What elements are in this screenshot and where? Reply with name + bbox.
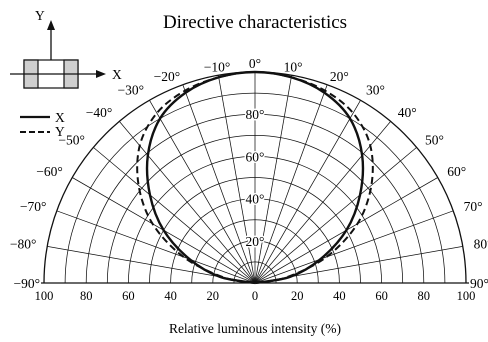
grid-spoke-30: [254, 100, 361, 284]
angle-tick-label: 80°: [474, 236, 488, 251]
legend: X Y: [20, 110, 65, 139]
inset-x-arrow: [96, 70, 106, 78]
angle-tick-label: 90°: [470, 276, 488, 291]
angle-tick-label: −60°: [36, 164, 63, 179]
x-tick-label: 20: [207, 289, 220, 303]
radial-tick-label: 60°: [246, 149, 265, 164]
x-tick-label: 40: [333, 289, 346, 303]
grid-spoke-40: [254, 121, 391, 284]
grid-spoke--40: [119, 121, 256, 284]
x-axis-title: Relative luminous intensity (%): [169, 321, 341, 336]
x-tick-label: 0: [252, 289, 258, 303]
angle-tick-label: −70°: [20, 199, 47, 214]
angle-tick-label: −90°: [13, 276, 40, 291]
x-tick-label: 80: [80, 289, 93, 303]
grid-spoke-10: [254, 75, 293, 284]
radial-tick-label: 80°: [246, 107, 265, 122]
intensity-curves: [136, 70, 374, 285]
grid-spoke--10: [217, 75, 256, 284]
series-curve-y: [136, 70, 374, 284]
angle-tick-label: −20°: [154, 69, 181, 84]
x-tick-label: 60: [122, 289, 135, 303]
angle-tick-label: 50°: [425, 132, 444, 147]
angle-tick-label: −40°: [86, 105, 113, 120]
angle-tick-label: 40°: [398, 105, 417, 120]
angle-tick-label: −10°: [204, 59, 231, 74]
grid-spoke-50: [254, 147, 417, 284]
x-tick-label: 20: [291, 289, 304, 303]
legend-label-y: Y: [55, 124, 65, 139]
grid-spoke--70: [56, 210, 256, 284]
x-tick-label: 80: [418, 289, 431, 303]
orientation-inset: Y X: [10, 8, 122, 89]
angle-tick-label: −80°: [10, 236, 37, 251]
angle-tick-label: 20°: [330, 69, 349, 84]
angle-tick-label: −30°: [117, 83, 144, 98]
inset-x-label: X: [112, 67, 122, 82]
x-tick-label: 100: [457, 289, 476, 303]
grid-spoke--50: [93, 147, 256, 284]
x-tick-label: 40: [164, 289, 177, 303]
grid-spoke--20: [182, 84, 256, 284]
x-tick-label: 60: [375, 289, 388, 303]
grid-spoke--30: [149, 100, 256, 284]
angle-tick-label: 70°: [464, 199, 483, 214]
legend-label-x: X: [55, 110, 65, 125]
angle-tick-label: 0°: [249, 56, 261, 71]
tick-labels: −90° −80° −70° −60° −50°−40° −30° −20° −10° 0° 10…: [10, 56, 488, 303]
radial-tick-label: 20°: [246, 234, 265, 249]
grid-spoke-20: [254, 84, 328, 284]
series-curve-x: [145, 70, 365, 285]
angle-tick-label: 10°: [284, 59, 303, 74]
inset-y-label: Y: [35, 8, 45, 23]
radial-tick-label: 40°: [246, 192, 265, 207]
angle-tick-label: 30°: [366, 83, 385, 98]
polar-grid: [41, 71, 469, 284]
x-tick-label: 100: [35, 289, 54, 303]
angle-tick-label: 60°: [447, 164, 466, 179]
angle-tick-label: −50°: [58, 132, 85, 147]
chart-title: Directive characteristics: [163, 12, 347, 33]
inset-y-arrow: [47, 20, 55, 30]
grid-spoke-70: [254, 210, 454, 284]
